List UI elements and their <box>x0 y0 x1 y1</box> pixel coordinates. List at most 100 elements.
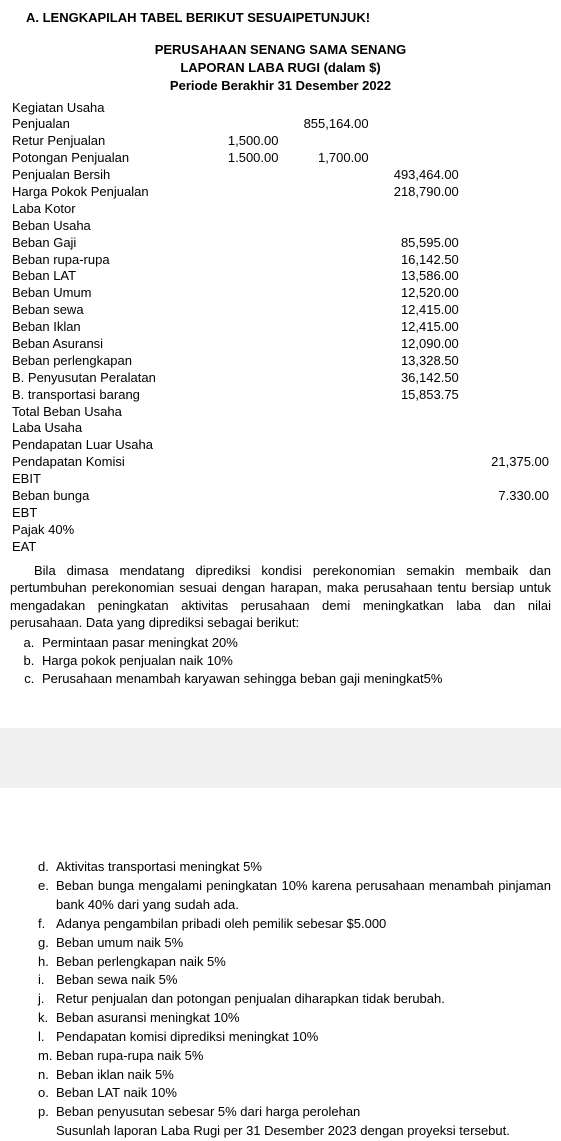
row-value: 493,464.00 <box>371 167 461 184</box>
list-item-j: j.Retur penjualan dan potongan penjualan… <box>38 990 551 1009</box>
row-value <box>371 150 461 167</box>
row-value <box>280 319 370 336</box>
prediction-paragraph: Bila dimasa mendatang diprediksi kondisi… <box>10 562 551 632</box>
row-value <box>371 116 461 133</box>
table-row: Harga Pokok Penjualan 218,790.00 <box>10 184 551 201</box>
table-row: Penjualan855,164.00 <box>10 116 551 133</box>
row-value: 218,790.00 <box>371 184 461 201</box>
table-row: Potongan Penjualan1.500.001,700.00 <box>10 150 551 167</box>
list-item-h: h.Beban perlengkapan naik 5% <box>38 953 551 972</box>
income-statement-table: Kegiatan UsahaPenjualan855,164.00Retur P… <box>10 100 551 556</box>
page-break <box>0 728 561 788</box>
row-value <box>461 201 551 218</box>
row-label: Beban Asuransi <box>10 336 190 353</box>
table-row: Kegiatan Usaha <box>10 100 551 117</box>
row-label: EAT <box>10 539 190 556</box>
list-item-i: i.Beban sewa naik 5% <box>38 971 551 990</box>
row-label: EBT <box>10 505 190 522</box>
list-item-p2: Susunlah laporan Laba Rugi per 31 Desemb… <box>38 1122 551 1141</box>
row-value <box>280 100 370 117</box>
row-value <box>371 539 461 556</box>
list-item-e-text: Beban bunga mengalami peningkatan 10% ka… <box>56 878 551 912</box>
row-value <box>190 353 280 370</box>
row-label: Beban rupa-rupa <box>10 252 190 269</box>
row-value <box>190 319 280 336</box>
row-label: Pajak 40% <box>10 522 190 539</box>
row-value <box>371 218 461 235</box>
list-item-j-text: Retur penjualan dan potongan penjualan d… <box>56 991 445 1006</box>
list-item-n: n.Beban iklan naik 5% <box>38 1066 551 1085</box>
row-value <box>190 184 280 201</box>
row-value <box>280 184 370 201</box>
row-value <box>280 522 370 539</box>
list-item-b: Harga pokok penjualan naik 10% <box>38 652 551 670</box>
row-value <box>371 100 461 117</box>
row-value <box>461 167 551 184</box>
list-item-c: Perusahaan menambah karyawan sehingga be… <box>38 670 551 688</box>
list-item-a: Permintaan pasar meningkat 20% <box>38 634 551 652</box>
row-value <box>190 522 280 539</box>
row-value <box>461 505 551 522</box>
list-item-i-text: Beban sewa naik 5% <box>56 972 177 987</box>
row-value <box>371 454 461 471</box>
row-value <box>280 133 370 150</box>
row-value <box>190 167 280 184</box>
row-value <box>190 488 280 505</box>
row-value <box>190 437 280 454</box>
row-value: 16,142.50 <box>371 252 461 269</box>
prediction-list-bottom: d.Aktivitas transportasi meningkat 5% e.… <box>10 858 551 1141</box>
row-value <box>190 471 280 488</box>
row-label: Penjualan <box>10 116 190 133</box>
row-label: Beban Gaji <box>10 235 190 252</box>
row-value <box>280 218 370 235</box>
row-value <box>280 167 370 184</box>
row-value <box>461 353 551 370</box>
row-value <box>190 100 280 117</box>
list-item-m: m.Beban rupa-rupa naik 5% <box>38 1047 551 1066</box>
row-value <box>190 420 280 437</box>
list-item-p-text: Beban penyusutan sebesar 5% dari harga p… <box>56 1104 360 1119</box>
row-value: 15,853.75 <box>371 387 461 404</box>
row-label: Harga Pokok Penjualan <box>10 184 190 201</box>
row-value: 12,415.00 <box>371 319 461 336</box>
section-heading: A. LENGKAPILAH TABEL BERIKUT SESUAIPETUN… <box>10 10 551 25</box>
row-value <box>461 319 551 336</box>
row-value <box>280 404 370 421</box>
row-value <box>280 420 370 437</box>
row-value <box>280 252 370 269</box>
table-row: Pendapatan Komisi21,375.00 <box>10 454 551 471</box>
row-value <box>371 404 461 421</box>
list-item-n-text: Beban iklan naik 5% <box>56 1067 174 1082</box>
row-value <box>190 505 280 522</box>
row-value <box>280 539 370 556</box>
report-period: Periode Berakhir 31 Desember 2022 <box>10 77 551 95</box>
row-value <box>280 302 370 319</box>
row-value <box>190 116 280 133</box>
row-value <box>461 116 551 133</box>
list-item-p: p.Beban penyusutan sebesar 5% dari harga… <box>38 1103 551 1122</box>
row-value <box>461 133 551 150</box>
row-value <box>461 268 551 285</box>
row-value: 1,700.00 <box>280 150 370 167</box>
row-value <box>461 100 551 117</box>
row-value <box>280 488 370 505</box>
list-item-l: l.Pendapatan komisi diprediksi meningkat… <box>38 1028 551 1047</box>
row-value: 36,142.50 <box>371 370 461 387</box>
table-row: EBT <box>10 505 551 522</box>
row-value <box>461 437 551 454</box>
row-value <box>190 302 280 319</box>
row-value <box>461 150 551 167</box>
row-value <box>190 454 280 471</box>
row-label: Retur Penjualan <box>10 133 190 150</box>
row-value <box>280 505 370 522</box>
row-value <box>371 133 461 150</box>
row-label: Pendapatan Komisi <box>10 454 190 471</box>
row-value: 1,500.00 <box>190 133 280 150</box>
table-row: EAT <box>10 539 551 556</box>
row-value <box>461 471 551 488</box>
row-label: Pendapatan Luar Usaha <box>10 437 190 454</box>
row-value <box>280 353 370 370</box>
row-value: 85,595.00 <box>371 235 461 252</box>
list-item-h-text: Beban perlengkapan naik 5% <box>56 954 226 969</box>
row-value <box>190 336 280 353</box>
